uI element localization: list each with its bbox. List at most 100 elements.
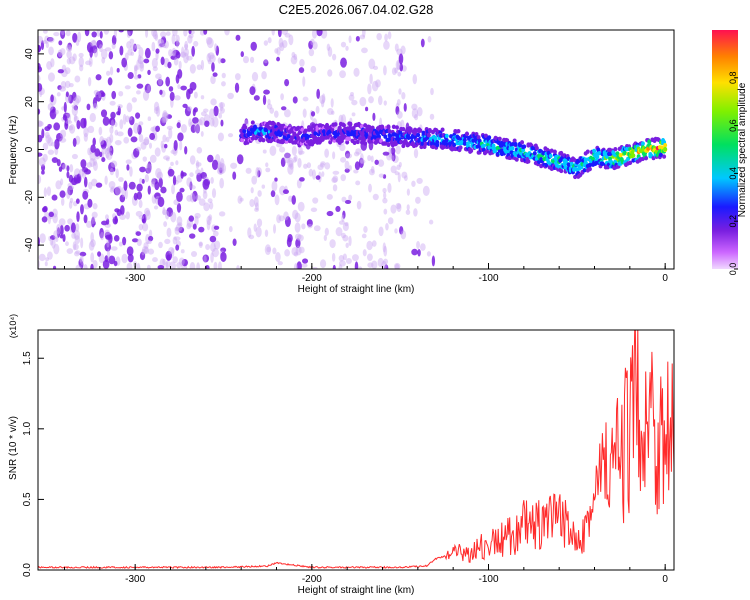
spectrogram-cell xyxy=(114,208,120,213)
spectrogram-cell xyxy=(291,51,296,58)
spectrogram-cell xyxy=(388,147,392,158)
spectrogram-cell xyxy=(175,34,180,43)
spectrogram-cell xyxy=(57,49,63,58)
spectrogram-cell xyxy=(119,119,124,130)
spectrogram-cell xyxy=(415,196,421,204)
spectrogram-cell xyxy=(112,167,116,172)
spectrogram-cell xyxy=(416,241,420,250)
spectrogram-cell xyxy=(399,226,404,235)
spectrogram-cell xyxy=(182,103,188,109)
spectrogram-cell xyxy=(121,57,128,68)
spectrogram-cell xyxy=(261,71,267,80)
spectrogram-cell xyxy=(91,217,96,228)
spectrogram-cell xyxy=(276,143,283,148)
spectrogram-cell xyxy=(266,246,271,253)
spectrogram-cell xyxy=(39,233,46,244)
spectrogram-cell xyxy=(310,65,317,74)
spectrogram-cell xyxy=(166,207,174,217)
spectrogram-cell xyxy=(101,157,106,163)
spectrogram-cell xyxy=(127,72,134,80)
spectrogram-ridge-cell xyxy=(427,128,432,133)
spectrogram-cell xyxy=(127,127,133,137)
spectrogram-cell xyxy=(382,197,388,204)
spectrogram-ridge-cell xyxy=(348,122,353,127)
spectrogram-cell xyxy=(59,48,66,56)
spectrogram-cell xyxy=(108,180,116,189)
spectrogram-cell xyxy=(189,233,196,239)
spectrogram-cell xyxy=(312,197,319,204)
spectrogram-cell xyxy=(89,46,93,58)
spectrogram-cell xyxy=(95,182,103,188)
spectrogram-cell xyxy=(332,175,339,183)
spectrogram-cell xyxy=(136,59,140,71)
spectrogram-ridge-cell xyxy=(658,152,663,157)
spectrogram-cell xyxy=(190,124,197,134)
spectrogram-cell xyxy=(38,134,43,143)
spectrogram-cell xyxy=(195,168,201,176)
spectrogram-ridge-cell xyxy=(311,123,316,129)
spectrogram-cell xyxy=(73,114,78,122)
spectrogram-cell xyxy=(279,146,286,153)
spectrogram-cell xyxy=(217,162,224,171)
spectrogram-cell xyxy=(306,162,312,169)
spectrogram-cell xyxy=(247,227,252,238)
spectrogram-cell xyxy=(147,185,151,195)
spectrogram-cell xyxy=(284,152,291,159)
spectrogram-cell xyxy=(145,233,150,245)
spectrogram-cell xyxy=(66,188,71,200)
spectrogram-cell xyxy=(290,55,298,65)
spectrogram-cell xyxy=(220,58,226,64)
spectrogram-cell xyxy=(180,85,187,91)
spectrogram-cell xyxy=(162,43,167,49)
colorbar: 0.0 0.2 0.4 0.6 0.8 Normalized spectral ampl… xyxy=(712,30,748,275)
spectrogram-cell xyxy=(47,103,54,111)
spectrogram-cell xyxy=(310,38,315,46)
spectrogram-cell xyxy=(172,256,178,264)
spectrogram-cell xyxy=(383,65,387,76)
spectrogram-cell xyxy=(86,103,91,111)
spectrogram-cell xyxy=(126,164,130,171)
spectrogram-cell xyxy=(362,30,366,38)
spectrogram-cell xyxy=(129,166,133,177)
spectrogram-cell xyxy=(332,170,340,175)
spectrogram-cell xyxy=(151,181,155,186)
spectrogram-cell xyxy=(168,49,173,57)
spectrogram-ridge-cell xyxy=(640,141,645,146)
spectrogram-cell xyxy=(273,110,279,118)
spectrogram-cell xyxy=(170,161,174,167)
spectrogram-ridge-cell xyxy=(325,122,330,128)
spectrogram-cell xyxy=(56,52,63,59)
spectrogram-cell xyxy=(144,47,151,59)
spectrogram-cell xyxy=(68,125,74,131)
spectrogram-cell xyxy=(194,122,200,134)
spectrogram-cell xyxy=(234,73,241,81)
spectrogram-cell xyxy=(396,164,401,171)
spectrogram-cell xyxy=(66,58,72,65)
spectrogram-cell xyxy=(172,175,177,186)
spectrogram-cell xyxy=(99,136,105,146)
spectrogram-cell xyxy=(72,137,77,147)
spectrogram-cell xyxy=(147,264,151,269)
spectrogram-cell xyxy=(101,57,106,64)
spectrogram-ridge-cell xyxy=(530,145,535,151)
spectrogram-cell xyxy=(236,154,244,165)
spectrogram-cell xyxy=(194,215,199,226)
spectrogram-ridge-cell xyxy=(386,125,391,130)
spectrogram-cell xyxy=(332,151,336,160)
spectrogram-cell xyxy=(162,258,166,266)
spectrogram-cell xyxy=(113,30,118,38)
spectrogram-cell xyxy=(41,170,45,175)
spectrogram-cell xyxy=(59,129,67,139)
spectrogram-cell xyxy=(92,161,98,171)
spectrogram-cell xyxy=(86,162,93,168)
spectrogram-cell xyxy=(218,163,224,175)
spectrogram-cell xyxy=(338,260,346,267)
spectrogram-cell xyxy=(387,182,392,194)
spectrogram-ridge-cell xyxy=(345,140,350,145)
spectrogram-ridge-cell xyxy=(383,134,388,139)
spectrogram-cell xyxy=(52,265,57,269)
spectrogram-cell xyxy=(368,58,376,70)
snr-plot-area xyxy=(38,330,674,570)
spectrogram-cell xyxy=(428,219,434,225)
